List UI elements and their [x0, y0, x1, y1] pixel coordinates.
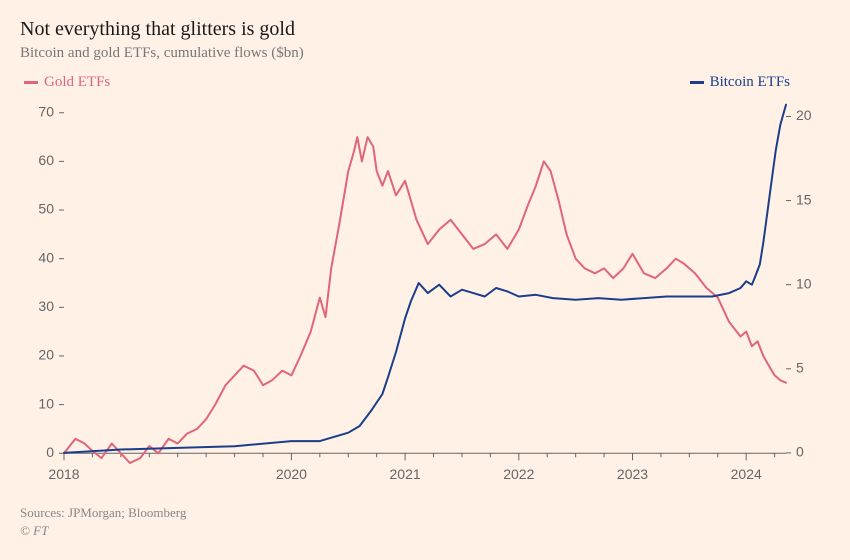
chart-container: Not everything that glitters is gold Bit… — [0, 0, 850, 560]
svg-text:5: 5 — [796, 359, 804, 375]
legend-swatch-gold — [24, 81, 38, 84]
svg-text:20: 20 — [38, 347, 54, 363]
svg-text:0: 0 — [796, 444, 804, 460]
svg-text:15: 15 — [796, 191, 812, 207]
svg-text:2024: 2024 — [731, 466, 762, 482]
svg-text:0: 0 — [46, 444, 54, 460]
chart-sources: Sources: JPMorgan; Bloomberg — [20, 505, 830, 521]
svg-text:20: 20 — [796, 107, 812, 123]
svg-text:50: 50 — [38, 201, 54, 217]
legend-label-bitcoin: Bitcoin ETFs — [710, 74, 790, 91]
svg-text:70: 70 — [38, 103, 54, 119]
series-line-bitcoin — [64, 105, 786, 453]
legend-item-gold: Gold ETFs — [24, 74, 110, 91]
series-line-gold — [64, 137, 786, 463]
svg-text:10: 10 — [38, 395, 54, 411]
svg-text:10: 10 — [796, 275, 812, 291]
legend: Gold ETFs Bitcoin ETFs — [20, 74, 830, 91]
svg-text:60: 60 — [38, 152, 54, 168]
line-chart-svg: 2018 2020 2021 2022 2023 2024 0 10 20 30 40 50 60 70 0… — [20, 97, 830, 497]
svg-text:2022: 2022 — [503, 466, 534, 482]
legend-item-bitcoin: Bitcoin ETFs — [690, 74, 790, 91]
legend-swatch-bitcoin — [690, 81, 704, 84]
svg-text:40: 40 — [38, 249, 54, 265]
chart-subtitle: Bitcoin and gold ETFs, cumulative flows … — [20, 45, 830, 62]
chart-copyright: © FT — [20, 523, 830, 539]
svg-text:2023: 2023 — [617, 466, 648, 482]
svg-text:2018: 2018 — [48, 466, 79, 482]
svg-text:30: 30 — [38, 298, 54, 314]
legend-label-gold: Gold ETFs — [44, 74, 110, 91]
plot-area: 2018 2020 2021 2022 2023 2024 0 10 20 30 40 50 60 70 0… — [20, 97, 830, 497]
svg-text:2020: 2020 — [276, 466, 307, 482]
chart-title: Not everything that glitters is gold — [20, 18, 830, 41]
svg-text:2021: 2021 — [390, 466, 421, 482]
